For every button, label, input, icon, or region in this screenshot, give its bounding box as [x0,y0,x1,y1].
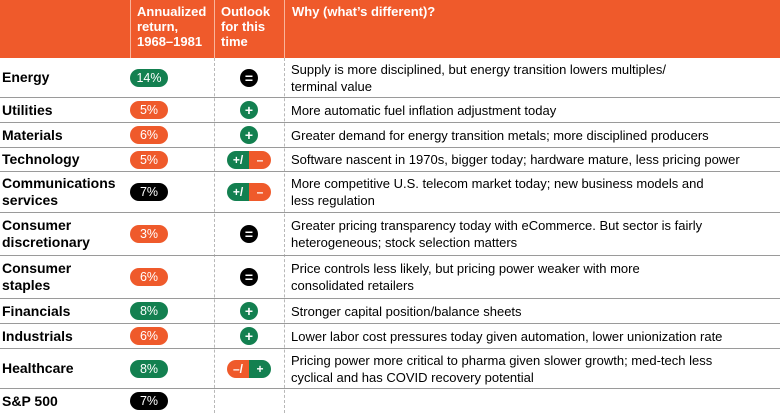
sector-name: Utilities [2,101,53,118]
sector-name: S&P 500 [2,392,58,409]
sector-name: Healthcare [2,360,74,376]
table-row: Industrials 6% + Lower labor cost pressures… [0,324,780,349]
column-divider [214,58,215,413]
outlook-cell: = [214,268,284,286]
return-cell: 8% [130,302,214,320]
return-cell: 8% [130,359,214,378]
sector-name: Communications services [2,175,116,208]
table-row: Energy 14% = Supply is more disciplined, bu… [0,58,780,98]
outlook-cell: + [214,327,284,345]
why-text: Supply is more disciplined, but energy t… [291,61,667,94]
outlook-left-label: +/ [227,183,249,201]
mixed-outlook-icon: –/+ [227,359,271,378]
why-text: Greater pricing transparency today with … [291,218,703,250]
why-text: Lower labor cost pressures today given a… [291,328,723,344]
table-row: S&P 500 7% [0,389,780,413]
plus-icon: + [240,126,258,144]
header-outlook: Outlook for this time [214,0,284,58]
return-badge: 6% [130,268,168,286]
outlook-cell: + [214,101,284,119]
sector-name: Consumer staples [2,260,72,293]
return-cell: 7% [130,392,214,410]
table-header: Annualized return, 1968–1981 Outlook for… [0,0,780,58]
why-text: More competitive U.S. telecom market tod… [291,176,704,208]
outlook-right-label: – [249,183,271,201]
table-row: Utilities 5% + More automatic fuel inflatio… [0,98,780,123]
return-cell: 6% [130,268,214,286]
return-badge: 5% [130,101,168,119]
outlook-right-label: – [249,150,271,169]
outlook-cell: + [214,126,284,144]
return-badge: 3% [130,225,168,243]
why-text: Price controls less likely, but pricing … [291,261,640,293]
sector-name: Energy [2,69,50,85]
return-badge: 6% [130,126,168,144]
why-text: Pricing power more critical to pharma gi… [291,352,713,385]
return-cell: 5% [130,150,214,169]
outlook-cell: = [214,225,284,243]
plus-icon: + [240,327,258,345]
outlook-cell: = [214,68,284,87]
sector-name: Materials [2,126,63,143]
return-badge: 14% [130,68,168,87]
return-cell: 3% [130,225,214,243]
return-cell: 14% [130,68,214,87]
table-row: Financials 8% + Stronger capital position/b… [0,299,780,324]
outlook-left-label: –/ [227,359,249,378]
return-badge: 8% [130,359,168,378]
header-return: Annualized return, 1968–1981 [130,0,214,58]
header-sector-cell [0,0,130,58]
equal-icon: = [240,225,258,243]
sector-name: Financials [2,302,71,319]
column-divider [284,58,285,413]
outlook-cell: + [214,302,284,320]
return-badge: 5% [130,150,168,169]
table-row: Materials 6% + Greater demand for energy tr… [0,123,780,148]
table-row: Healthcare 8% –/+ Pricing power more critic… [0,349,780,389]
return-badge: 7% [130,392,168,410]
sector-name: Consumer discretionary [2,217,90,250]
return-cell: 5% [130,101,214,119]
why-text: Greater demand for energy transition met… [291,127,709,143]
sector-name: Industrials [2,327,73,344]
outlook-cell: +/– [214,150,284,169]
mixed-outlook-icon: +/– [227,150,271,169]
plus-icon: + [240,101,258,119]
outlook-cell: +/– [214,183,284,201]
equal-icon: = [240,68,258,87]
table-row: Consumer discretionary 3% = Greater pricing… [0,213,780,256]
table-row: Communications services 7% +/– More competi… [0,172,780,213]
equal-icon: = [240,268,258,286]
why-text: More automatic fuel inflation adjustment… [291,102,557,118]
table-row: Technology 5% +/– Software nascent in 1970s… [0,148,780,172]
why-text: Software nascent in 1970s, bigger today;… [291,152,740,167]
table-row: Consumer staples 6% = Price controls less l… [0,256,780,299]
return-cell: 6% [130,126,214,144]
return-cell: 7% [130,183,214,201]
outlook-left-label: +/ [227,150,249,169]
outlook-right-label: + [249,359,271,378]
return-badge: 8% [130,302,168,320]
header-why: Why (what’s different)? [284,0,780,58]
return-cell: 6% [130,327,214,345]
outlook-cell: –/+ [214,359,284,378]
plus-icon: + [240,302,258,320]
return-badge: 6% [130,327,168,345]
why-text: Stronger capital position/balance sheets [291,303,522,319]
sector-name: Technology [2,151,80,167]
mixed-outlook-icon: +/– [227,183,271,201]
return-badge: 7% [130,183,168,201]
